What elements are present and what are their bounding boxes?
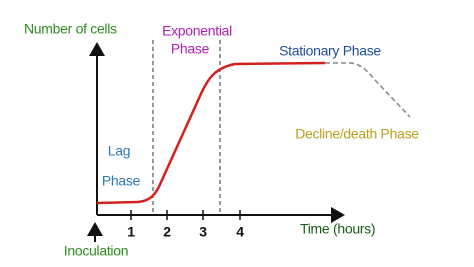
phase-label: Phase bbox=[171, 41, 210, 57]
x-ticks bbox=[130, 210, 241, 220]
inoculation-label: Inoculation bbox=[64, 243, 128, 259]
decline-curve bbox=[325, 62, 411, 118]
y-axis-label: Number of cells bbox=[24, 21, 117, 37]
phase-label: Phase bbox=[102, 173, 141, 189]
phase-label: Exponential bbox=[162, 23, 232, 39]
x-tick-label: 4 bbox=[236, 224, 244, 240]
growth-curve bbox=[96, 61, 326, 205]
x-tick-label: 2 bbox=[163, 224, 171, 240]
x-tick-label: 1 bbox=[127, 224, 135, 240]
phase-label: Stationary Phase bbox=[279, 43, 381, 59]
x-axis-label: Time (hours) bbox=[300, 221, 375, 237]
x-tick-label: 3 bbox=[199, 224, 207, 240]
phase-label: Decline/death Phase bbox=[295, 126, 419, 142]
phase-label: Lag bbox=[108, 143, 130, 159]
